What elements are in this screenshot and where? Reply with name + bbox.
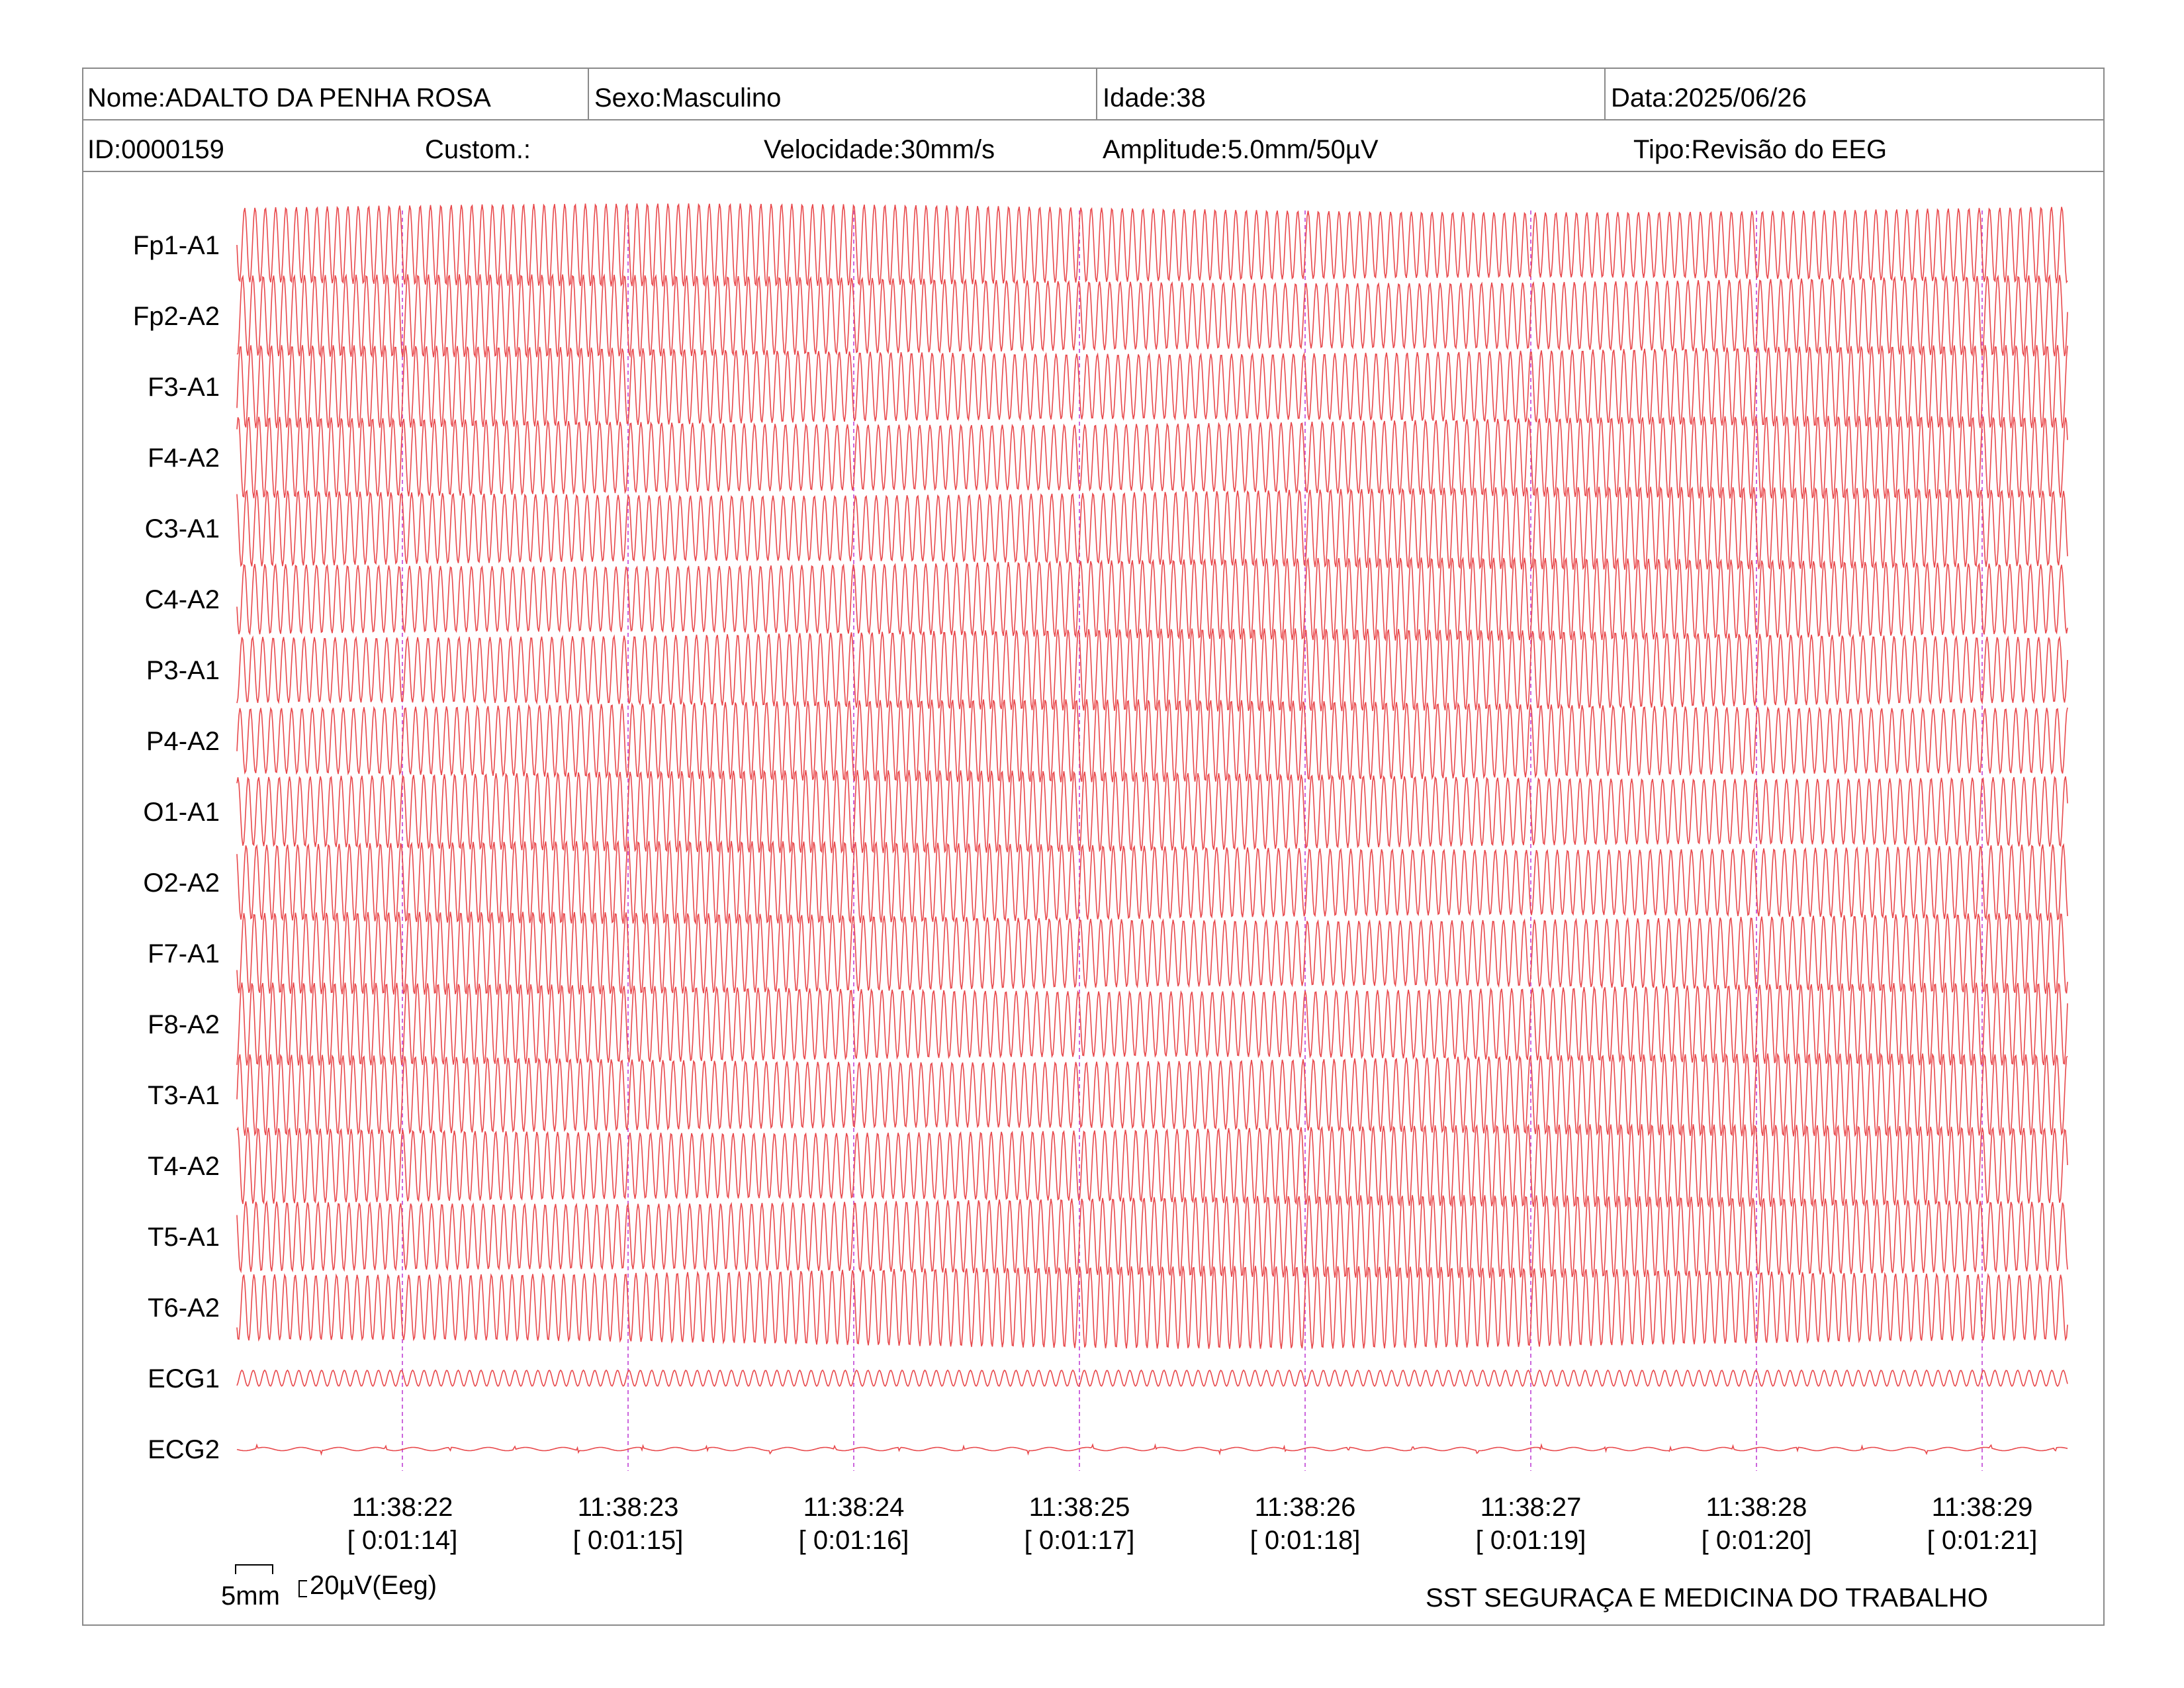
channel-trace (236, 1443, 2068, 1456)
channel-trace (236, 203, 2068, 287)
header-cell-divider (1096, 68, 1097, 120)
patient-id: ID:0000159 (87, 135, 224, 164)
timestamp-label: 11:38:23 (578, 1493, 679, 1522)
channel-trace (236, 912, 2068, 995)
patient-age: Idade:38 (1103, 83, 1206, 113)
time-scale-bracket (235, 1564, 273, 1574)
custom-field: Custom.: (425, 135, 531, 164)
channel-trace (236, 345, 2068, 428)
eeg-traces (236, 203, 2068, 1456)
channel-label: T3-A1 (148, 1081, 220, 1110)
channel-trace (236, 273, 2068, 359)
channel-label: Fp2-A2 (133, 302, 220, 331)
elapsed-time-label: [ 0:01:14] (347, 1526, 458, 1555)
timestamp-label: 11:38:27 (1480, 1493, 1582, 1522)
channel-label: F3-A1 (148, 373, 220, 402)
elapsed-time-label: [ 0:01:21] (1927, 1526, 2038, 1555)
channel-label: ECG2 (148, 1435, 220, 1464)
channel-label: T6-A2 (148, 1293, 220, 1323)
channel-trace (236, 1369, 2068, 1387)
elapsed-time-label: [ 0:01:16] (799, 1526, 909, 1555)
company-name: SST SEGURAÇA E MEDICINA DO TRABALHO (1426, 1583, 1988, 1613)
elapsed-time-label: [ 0:01:15] (573, 1526, 684, 1555)
channel-trace (236, 628, 2068, 712)
channel-label: P3-A1 (146, 656, 220, 685)
channel-trace (236, 769, 2068, 854)
channel-trace (236, 1123, 2068, 1208)
header-cell-divider (1604, 68, 1606, 120)
channel-label: F8-A2 (148, 1010, 220, 1039)
time-labels: 11:38:22 [ 0:01:14] 11:38:23 [ 0:01:15] 11:3… (347, 1493, 2038, 1555)
elapsed-time-label: [ 0:01:19] (1476, 1526, 1586, 1555)
channel-label: P4-A2 (146, 727, 220, 756)
channel-label: T4-A2 (148, 1152, 220, 1181)
channel-trace (236, 486, 2068, 571)
patient-name: Nome:ADALTO DA PENHA ROSA (87, 83, 491, 113)
channel-label: F4-A2 (148, 444, 220, 473)
channel-label: O1-A1 (143, 798, 220, 827)
channel-label: C4-A2 (145, 585, 220, 614)
scale-bar: 5mm 20µV(Eeg) (221, 1564, 437, 1611)
exam-type: Tipo:Revisão do EEG (1633, 135, 1888, 164)
amplitude-scale-label: 20µV(Eeg) (310, 1571, 437, 1600)
header-divider-1 (82, 119, 2105, 120)
timestamp-label: 11:38:24 (803, 1493, 905, 1522)
paper-speed: Velocidade:30mm/s (764, 135, 995, 164)
channel-label: C3-A1 (145, 514, 220, 543)
channel-label: F7-A1 (148, 939, 220, 968)
timestamp-label: 11:38:29 (1932, 1493, 2033, 1522)
channel-trace (236, 416, 2068, 499)
time-scale-label: 5mm (221, 1581, 280, 1611)
timestamp-label: 11:38:26 (1255, 1493, 1356, 1522)
channel-labels: Fp1-A1 Fp2-A2 F3-A1 F4-A2 C3-A1 C4-A2 P3-A1 P4-… (133, 231, 220, 1464)
channel-label: Fp1-A1 (133, 231, 220, 260)
channel-trace (236, 1053, 2068, 1137)
amplitude-scale-bracket (298, 1580, 307, 1597)
channel-trace (236, 699, 2068, 782)
timestamp-label: 11:38:28 (1706, 1493, 1807, 1522)
exam-date: Data:2025/06/26 (1611, 83, 1807, 113)
timestamp-label: 11:38:25 (1029, 1493, 1130, 1522)
channel-trace (236, 982, 2068, 1066)
amplitude-setting: Amplitude:5.0mm/50µV (1103, 135, 1379, 164)
patient-sex: Sexo:Masculino (594, 83, 782, 113)
channel-trace (236, 1266, 2068, 1349)
elapsed-time-label: [ 0:01:20] (1702, 1526, 1812, 1555)
report-frame (82, 68, 2105, 1626)
channel-label: T5-A1 (148, 1223, 220, 1252)
channel-label: ECG1 (148, 1364, 220, 1393)
timestamp-label: 11:38:22 (352, 1493, 453, 1522)
header-cell-divider (588, 68, 589, 120)
elapsed-time-label: [ 0:01:18] (1250, 1526, 1361, 1555)
channel-trace (236, 839, 2068, 925)
channel-trace (236, 556, 2068, 642)
header-divider-2 (82, 171, 2105, 172)
channel-trace (236, 1195, 2068, 1278)
elapsed-time-label: [ 0:01:17] (1024, 1526, 1135, 1555)
channel-label: O2-A2 (143, 868, 220, 898)
